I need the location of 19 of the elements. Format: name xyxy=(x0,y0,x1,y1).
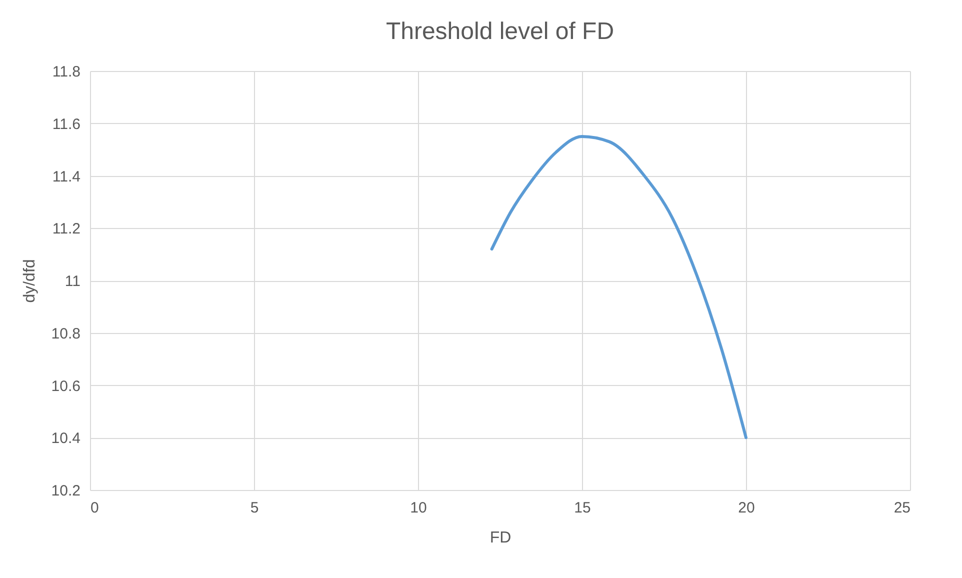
x-tick-label: 15 xyxy=(574,500,591,516)
x-tick-label: 25 xyxy=(894,500,910,516)
y-tick-label: 11.6 xyxy=(52,116,80,133)
y-tick-label: 10.2 xyxy=(51,482,80,500)
y-tick-label: 11.8 xyxy=(52,64,80,80)
y-tick-label: 11.2 xyxy=(52,220,80,238)
y-tick-label: 10.4 xyxy=(51,430,80,448)
y-tick-label: 10.6 xyxy=(51,378,80,395)
chart-title: Threshold level of FD xyxy=(386,18,614,45)
y-axis-title: dy/dfd xyxy=(21,259,38,303)
line-series xyxy=(490,134,748,440)
x-tick-label: 20 xyxy=(738,500,755,516)
x-tick-label: 0 xyxy=(90,500,99,516)
y-tick-label: 11 xyxy=(64,273,80,290)
y-tick-label: 11.4 xyxy=(52,168,80,186)
x-axis-title: FD xyxy=(490,530,512,546)
y-tick-label: 10.8 xyxy=(51,325,80,342)
x-tick-label: 10 xyxy=(410,500,427,516)
x-tick-label: 5 xyxy=(250,500,259,516)
